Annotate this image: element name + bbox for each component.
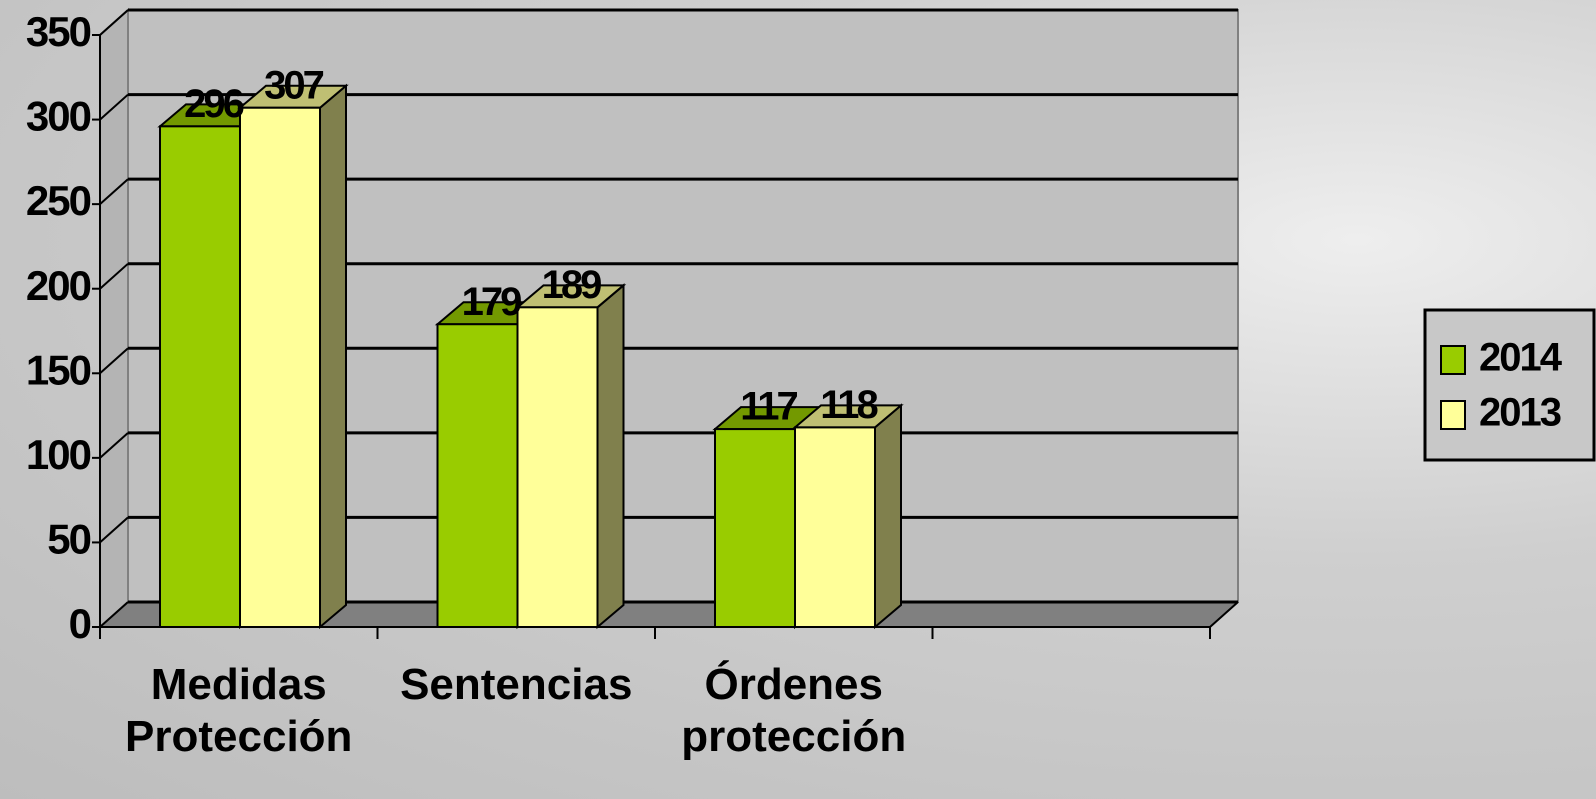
side-wall <box>100 10 128 627</box>
x-tick-label: Órdenes protección <box>664 659 924 763</box>
bar <box>795 427 875 627</box>
bar-side <box>598 285 624 627</box>
legend-swatch <box>1441 401 1465 429</box>
bar <box>240 108 320 627</box>
bar <box>438 324 518 627</box>
legend-swatch <box>1441 346 1465 374</box>
legend-label: 2013 <box>1479 391 1561 435</box>
legend-box <box>1425 310 1594 460</box>
value-label: 179 <box>462 280 521 324</box>
y-tick-label: 250 <box>26 177 91 224</box>
value-label: 189 <box>542 263 601 307</box>
chart: 0 50 100 150 200 250 300 350 296 307 179 189 117 118 2… <box>0 0 1596 799</box>
value-label: 118 <box>820 383 878 427</box>
value-label: 117 <box>740 385 797 429</box>
y-tick-label: 200 <box>26 262 91 309</box>
bar <box>518 307 598 627</box>
legend-label: 2014 <box>1479 336 1563 380</box>
bar <box>715 429 795 627</box>
bar-side <box>320 86 346 627</box>
y-tick-label: 150 <box>26 346 91 393</box>
value-label: 307 <box>264 63 323 107</box>
y-tick-label: 0 <box>69 600 91 647</box>
y-tick-label: 300 <box>26 93 91 140</box>
y-tick-label: 50 <box>47 516 90 563</box>
y-tick-label: 350 <box>26 8 91 55</box>
value-label: 296 <box>184 82 243 126</box>
x-tick-label: Medidas Protección <box>109 659 369 763</box>
x-tick-label: Sentencias <box>386 659 646 711</box>
bar-side <box>875 405 901 627</box>
bar <box>160 126 240 627</box>
y-tick-label: 100 <box>26 431 91 478</box>
